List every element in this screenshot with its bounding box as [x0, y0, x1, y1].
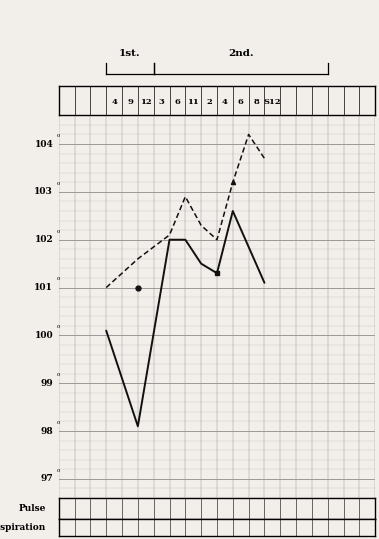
- Text: 12: 12: [140, 98, 152, 106]
- Text: 11: 11: [187, 98, 199, 106]
- Text: o: o: [56, 181, 60, 186]
- Text: 4: 4: [111, 98, 117, 106]
- Text: o: o: [56, 420, 60, 425]
- Text: o: o: [56, 133, 60, 138]
- Text: 6: 6: [174, 98, 180, 106]
- Text: 9: 9: [127, 98, 133, 106]
- Text: 2nd.: 2nd.: [228, 49, 254, 58]
- Text: 100: 100: [34, 331, 53, 340]
- Text: o: o: [56, 372, 60, 377]
- Text: o: o: [56, 324, 60, 329]
- Text: o: o: [56, 468, 60, 473]
- Text: 6: 6: [238, 98, 244, 106]
- Text: 103: 103: [34, 188, 53, 196]
- Text: 102: 102: [34, 235, 53, 244]
- Text: Respiration: Respiration: [0, 523, 46, 532]
- Text: 1st.: 1st.: [119, 49, 141, 58]
- Text: 99: 99: [41, 379, 53, 388]
- Text: o: o: [56, 229, 60, 233]
- Text: 98: 98: [41, 426, 53, 436]
- Text: 101: 101: [34, 283, 53, 292]
- Text: 2: 2: [206, 98, 212, 106]
- Text: S12: S12: [263, 98, 281, 106]
- Text: 97: 97: [41, 474, 53, 483]
- Text: 4: 4: [222, 98, 228, 106]
- Text: 8: 8: [254, 98, 260, 106]
- Text: o: o: [56, 277, 60, 281]
- Text: Pulse: Pulse: [19, 504, 46, 513]
- Text: 104: 104: [34, 140, 53, 149]
- Text: 3: 3: [159, 98, 164, 106]
